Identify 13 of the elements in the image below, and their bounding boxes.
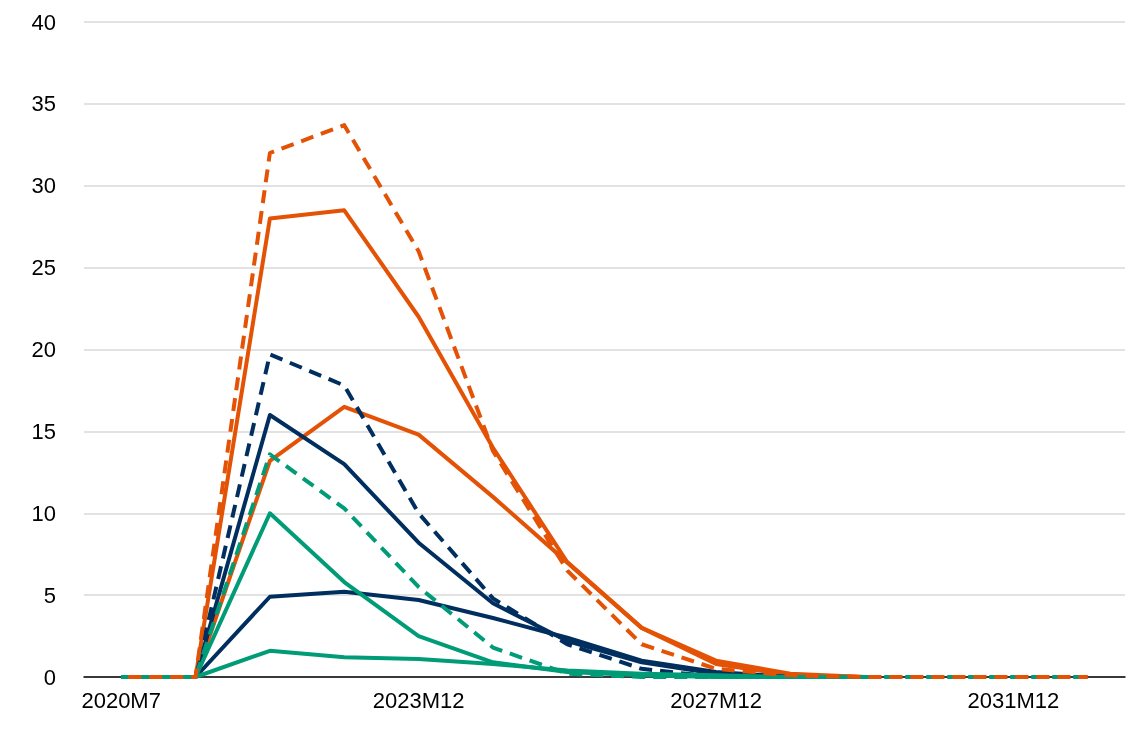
y-tick-label: 40 xyxy=(31,9,56,35)
y-tick-label: 30 xyxy=(31,173,56,199)
y-tick-label: 15 xyxy=(31,418,56,444)
x-tick-label: 2027M12 xyxy=(670,687,762,713)
y-tick-label: 10 xyxy=(31,500,56,526)
y-tick-label: 0 xyxy=(43,664,56,690)
y-tick-label: 25 xyxy=(31,255,56,281)
y-tick-label: 5 xyxy=(43,582,56,608)
y-tick-label: 20 xyxy=(31,337,56,362)
x-tick-label: 2020M7 xyxy=(81,687,161,713)
x-tick-label: 2031M12 xyxy=(967,687,1060,713)
y-tick-label: 35 xyxy=(31,91,56,117)
x-tick-label: 2023M12 xyxy=(372,687,465,713)
